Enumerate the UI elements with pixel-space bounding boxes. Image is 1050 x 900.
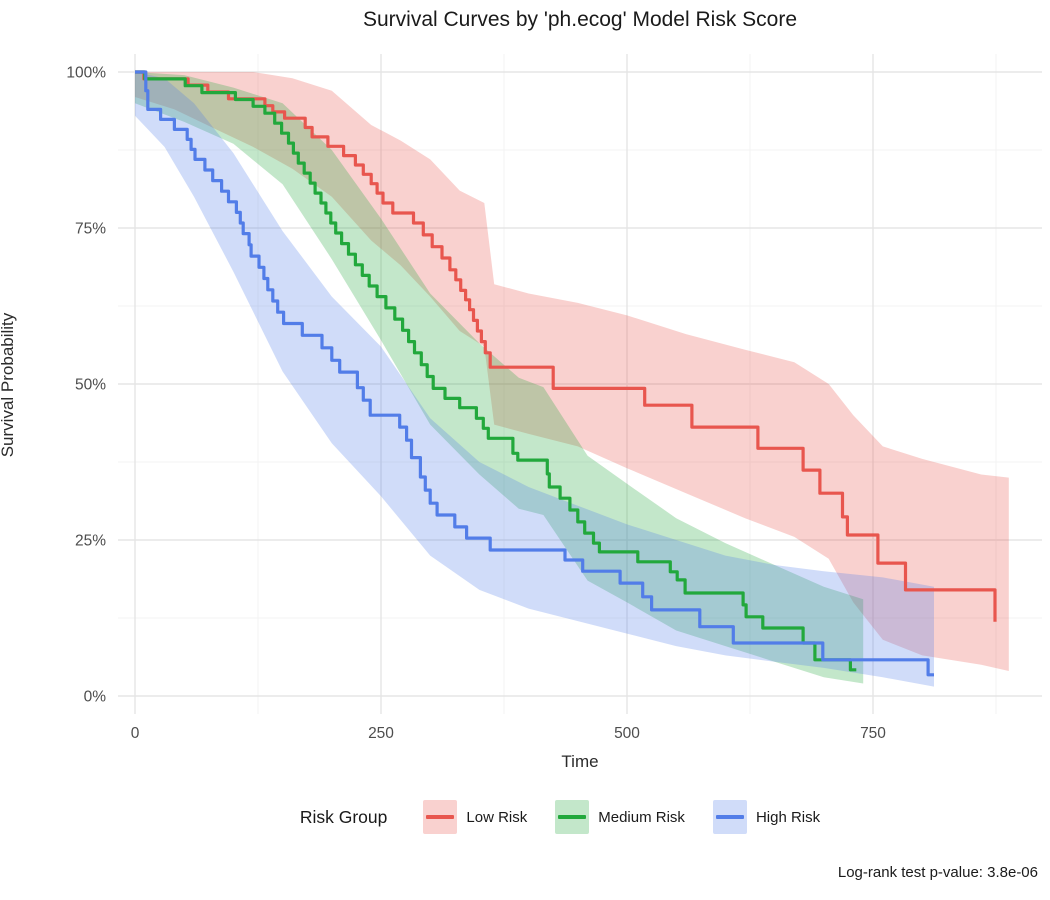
caption-pvalue: Log-rank test p-value: 3.8e-06	[837, 864, 1038, 881]
x-tick-label: 0	[131, 725, 140, 742]
legend: Risk Group Low Risk Medium Risk High Ris…	[80, 800, 1040, 834]
legend-label: Medium Risk	[598, 808, 685, 826]
survival-curve-medium-risk	[135, 70, 857, 672]
legend-label: High Risk	[755, 808, 821, 826]
chart-title: Survival Curves by 'ph.ecog' Model Risk …	[362, 8, 798, 31]
low-risk-line-icon	[426, 814, 455, 820]
ci-ribbon-medium-risk	[135, 72, 864, 684]
legend-item-low-risk: Low Risk	[423, 800, 527, 834]
y-tick-label: 75%	[75, 221, 106, 238]
low-risk-swatch-icon	[423, 800, 458, 834]
x-tick-label: 500	[614, 725, 640, 742]
medium-risk-line-icon	[558, 814, 587, 820]
ci-ribbon-high-risk	[135, 72, 934, 687]
x-tick-label: 750	[860, 725, 886, 742]
survival-curve-high-risk	[135, 70, 934, 677]
y-tick-label: 0%	[84, 689, 107, 706]
high-risk-line-icon	[715, 814, 744, 820]
x-tick-label: 250	[368, 725, 394, 742]
y-axis-title: Survival Probability	[0, 312, 17, 458]
legend-item-high-risk: High Risk	[712, 800, 821, 834]
x-axis-title: Time	[561, 752, 599, 771]
legend-label: Low Risk	[466, 808, 528, 826]
legend-item-medium-risk: Medium Risk	[555, 800, 685, 834]
survival-curve-low-risk	[135, 70, 997, 622]
medium-risk-swatch-icon	[555, 800, 590, 834]
legend-title: Risk Group	[299, 806, 388, 827]
y-tick-label: 100%	[66, 65, 106, 82]
high-risk-swatch-icon	[712, 800, 747, 834]
y-tick-label: 50%	[75, 377, 106, 394]
y-tick-label: 25%	[75, 533, 106, 550]
ci-ribbon-low-risk	[135, 72, 1009, 671]
